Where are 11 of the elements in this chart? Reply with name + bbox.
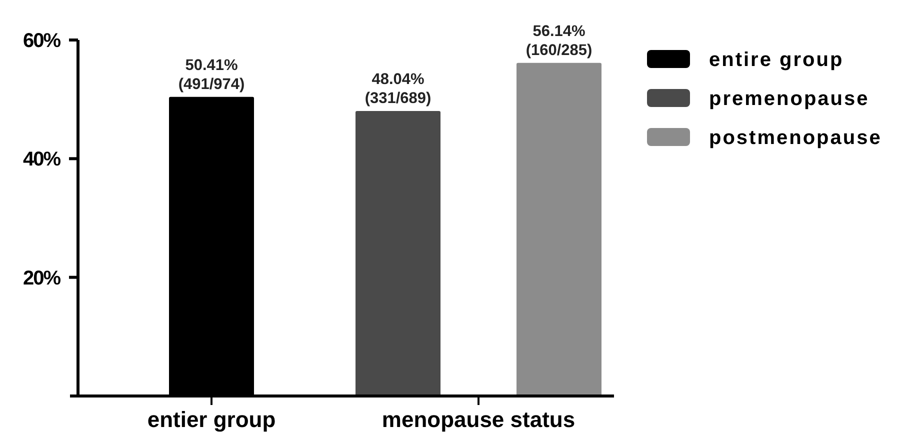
data-label: 50.41% (491/974) — [178, 56, 245, 93]
legend-label: premenopause — [709, 88, 870, 110]
legend-label: postmenopause — [709, 127, 882, 149]
legend-label: entire group — [709, 49, 844, 71]
y-tick-label: 60% — [22, 30, 62, 52]
x-tick-label: entier group — [147, 407, 276, 432]
x-tick-label: menopause status — [382, 407, 576, 432]
data-label: 48.04% (331/689) — [364, 70, 432, 107]
data-label: 56.14% (160/285) — [526, 22, 592, 59]
y-tick-label: 20% — [22, 267, 62, 290]
y-tick-label: 40% — [22, 148, 62, 171]
